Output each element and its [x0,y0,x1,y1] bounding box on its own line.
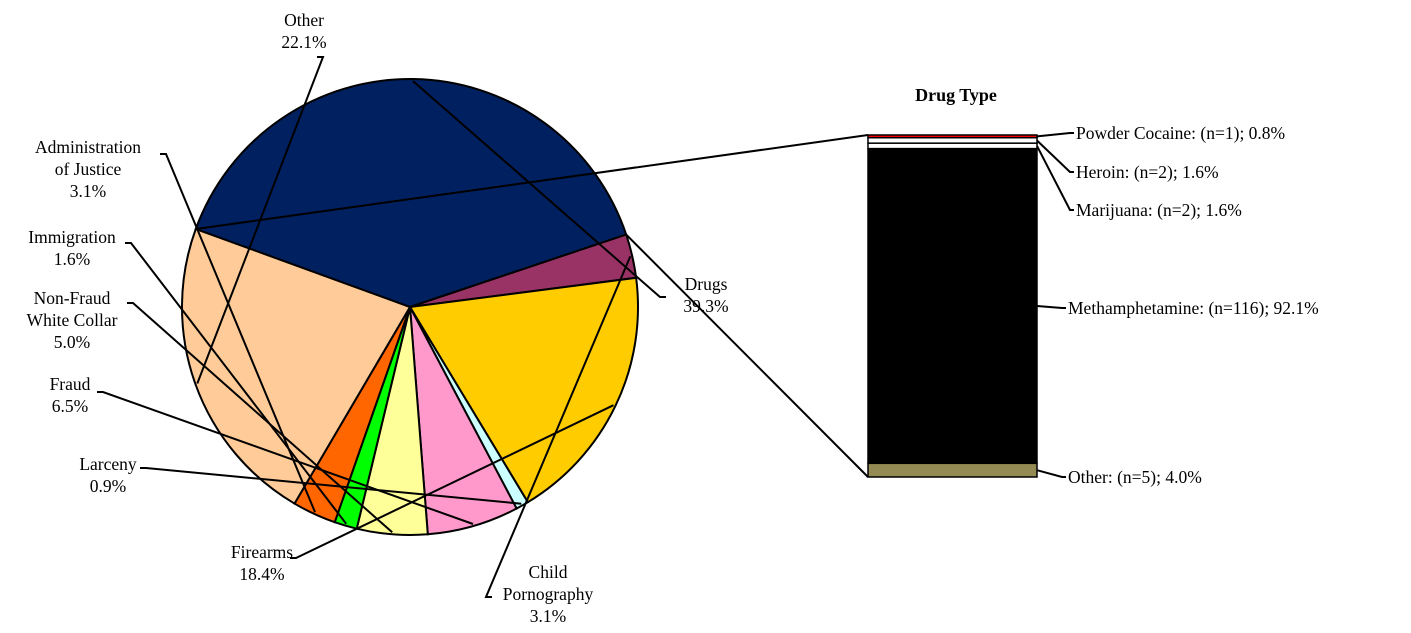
bar-segment-marijuana [867,142,1038,150]
pie-label-line: Fraud [50,374,91,394]
pie-label-administration-of-justice: Administration of Justice 3.1% [35,137,141,201]
pie-slice-drugs [194,78,628,309]
pie-label-line: 3.1% [70,181,106,201]
pie-label-immigration: Immigration 1.6% [28,227,116,269]
bar-label-other: Other: (n=5); 4.0% [1068,467,1202,487]
connector-top [195,134,869,231]
pie-label-line: 18.4% [239,564,284,584]
drug-type-stacked-bar [867,134,1038,478]
leader-immigration [125,242,347,525]
pie-label-fraud: Fraud 6.5% [50,374,91,416]
pie-label-line: White Collar [27,310,118,330]
pie-label-line: Immigration [28,227,116,247]
pie-label-line: 1.6% [54,249,90,269]
pie-label-line: 5.0% [54,332,90,352]
pie-slice-labels: Drugs 39.3%Child Pornography 3.1%Firearms 18… [27,10,729,626]
pie-label-line: Drugs [685,274,728,294]
bar-leader-other [1036,469,1066,478]
pie-label-line: Firearms [231,542,293,562]
bar-leader-heroin [1036,139,1074,173]
pie-label-line: 6.5% [52,396,88,416]
pie-label-non-fraud-white-collar: Non-Fraud White Collar 5.0% [27,288,118,352]
leader-non-fraud-white-collar [127,302,393,534]
bar-leader-marijuana [1036,145,1074,211]
bar-segment-other [867,462,1038,478]
offense-type-pie [181,78,639,536]
leader-child-pornography [484,256,632,598]
pie-label-line: of Justice [55,159,122,179]
pie-label-line: Other [284,10,324,30]
pie-label-line: Pornography [503,584,594,604]
bar-leader-methamphetamine [1036,305,1066,309]
pie-label-line: 0.9% [90,476,126,496]
drug-type-bar-labels: Powder Cocaine: (n=1); 0.8% Heroin: (n=2)… [1036,123,1319,487]
bar-label-heroin: Heroin: (n=2); 1.6% [1076,162,1219,182]
bar-label-methamphetamine: Methamphetamine: (n=116); 92.1% [1068,298,1319,318]
pie-label-line: Larceny [79,454,137,474]
leader-larceny [140,467,522,505]
leader-other [196,56,325,384]
bar-label-powder-cocaine: Powder Cocaine: (n=1); 0.8% [1076,123,1285,143]
connector-bottom [625,233,869,478]
pie-label-line: Child [529,562,568,582]
pie-label-firearms: Firearms 18.4% [231,542,293,584]
pie-slice-firearms [408,276,639,504]
pie-label-line: Non-Fraud [34,288,111,308]
pie-to-bar-connectors [195,134,869,478]
pie-label-other: Other 22.1% [281,10,326,52]
bar-segment-methamphetamine [867,147,1038,465]
leader-firearms [290,404,614,559]
pie-label-line: 22.1% [281,32,326,52]
drug-type-title: Drug Type [915,85,997,105]
bar-leader-powder-cocaine [1036,132,1074,138]
leader-fraud [97,391,474,525]
pie-label-line: 3.1% [530,606,566,626]
bar-label-marijuana: Marijuana: (n=2); 1.6% [1076,200,1242,220]
leader-administration-of-justice [160,153,316,513]
pie-slice-other [181,227,412,505]
pie-label-line: 39.3% [683,296,728,316]
pie-label-larceny: Larceny 0.9% [79,454,137,496]
bar-segment-heroin [867,136,1038,144]
pie-label-drugs: Drugs 39.3% [683,274,728,316]
pie-label-child-pornography: Child Pornography 3.1% [503,562,594,626]
pie-label-line: Administration [35,137,141,157]
leader-drugs [412,80,666,298]
